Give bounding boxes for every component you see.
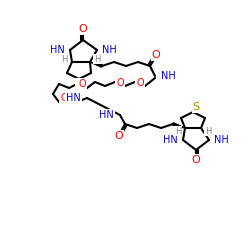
- Text: HN: HN: [99, 110, 114, 120]
- Polygon shape: [90, 62, 102, 67]
- Text: O: O: [78, 24, 88, 34]
- Text: O: O: [116, 78, 124, 88]
- Text: NH: NH: [214, 135, 229, 145]
- Text: O: O: [60, 93, 68, 103]
- Text: O: O: [78, 79, 86, 89]
- Text: H: H: [205, 126, 212, 136]
- Text: O: O: [152, 50, 160, 60]
- Text: NH: NH: [102, 45, 117, 55]
- Text: H: H: [94, 54, 100, 64]
- Text: O: O: [114, 131, 124, 141]
- Text: NH: NH: [161, 71, 176, 81]
- Text: H: H: [174, 126, 181, 136]
- Text: S: S: [76, 79, 82, 89]
- Text: O: O: [136, 78, 144, 88]
- Text: HN: HN: [66, 93, 81, 103]
- Polygon shape: [172, 123, 185, 128]
- Text: HN: HN: [163, 135, 178, 145]
- Text: H: H: [62, 54, 68, 64]
- Text: HN: HN: [50, 45, 65, 55]
- Text: S: S: [192, 102, 200, 112]
- Text: O: O: [192, 155, 200, 165]
